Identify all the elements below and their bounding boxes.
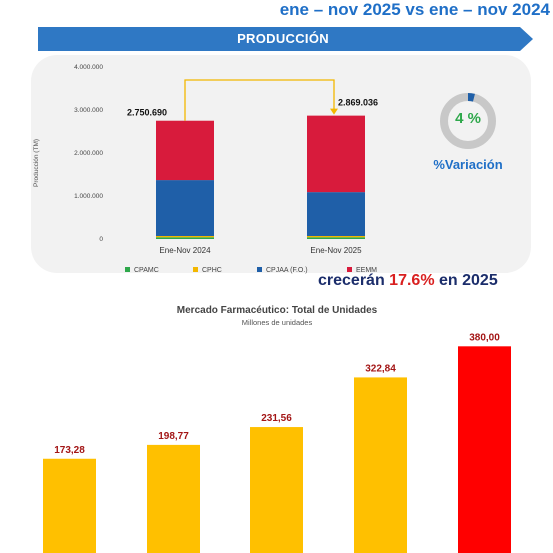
legend-swatch: [193, 267, 198, 272]
x-tick-label: Ene-Nov 2025: [310, 246, 362, 255]
growth-suffix: en 2025: [439, 272, 498, 289]
variation-donut: [440, 93, 496, 149]
chart-title: Mercado Farmacéutico: Total de Unidades: [177, 305, 378, 316]
data-label: 198,77: [158, 431, 189, 442]
y-tick-label: 3.000.000: [74, 107, 103, 114]
growth-percent: 17.6%: [389, 272, 435, 289]
donut-value-arc: [467, 93, 475, 102]
legend-label: EEMM: [356, 267, 377, 274]
bar-segment-eemm: [156, 120, 214, 181]
comparison-arrow-line: [184, 79, 335, 121]
bar-segment-eemm: [307, 115, 365, 193]
bar-segment-cpjaa-f-o-: [307, 192, 365, 236]
bar: [354, 377, 407, 553]
total-label: 2.869.036: [338, 98, 378, 108]
chart-subtitle: Millones de unidades: [242, 318, 313, 327]
legend-label: CPJAA (F.O.): [266, 267, 308, 274]
donut-label: 4 %: [455, 110, 481, 127]
banner-arrow: [38, 27, 533, 51]
data-label: 380,00: [469, 332, 500, 343]
production-panel: [31, 55, 531, 273]
banner-label: PRODUCCIÓN: [237, 31, 329, 46]
bar: [147, 444, 200, 553]
units-chart: Mercado Farmacéutico: Total de Unidades M…: [43, 305, 511, 553]
y-tick-label: 2.000.000: [74, 150, 103, 157]
production-chart: Producción (TM) 0 1.000.000 2.000.000 3.000.…: [33, 64, 378, 274]
total-label: 2.750.690: [127, 108, 167, 118]
y-tick-label: 0: [99, 236, 103, 243]
bar: [43, 458, 96, 553]
data-label: 231,56: [261, 413, 292, 424]
legend-swatch: [347, 267, 352, 272]
comparison-arrow-head: [330, 108, 338, 115]
bar-segment-cphc: [307, 235, 365, 238]
legend-label: CPAMC: [134, 267, 159, 274]
x-tick-label: Ene-Nov 2024: [159, 246, 211, 255]
bar: [250, 427, 303, 553]
legend-swatch: [125, 267, 130, 272]
section-banner: PRODUCCIÓN: [38, 27, 533, 51]
legend-label: CPHC: [202, 267, 222, 274]
y-tick-label: 1.000.000: [74, 193, 103, 200]
growth-prefix: crecerán: [318, 272, 385, 289]
y-tick-label: 4.000.000: [74, 64, 103, 71]
bar: [458, 346, 511, 553]
bar-segment-cphc: [156, 235, 214, 238]
bar-segment-cpjaa-f-o-: [156, 180, 214, 236]
donut-caption: %Variación: [433, 157, 503, 172]
growth-headline: crecerán 17.6% en 2025: [318, 272, 498, 290]
data-label: 173,28: [54, 445, 85, 456]
bar-segment-cpamc: [307, 237, 365, 239]
bar-segment-cpamc: [156, 237, 214, 239]
header-title: ene – nov 2025 vs ene – nov 2024: [279, 0, 550, 19]
data-label: 322,84: [365, 363, 396, 374]
legend-swatch: [257, 267, 262, 272]
y-axis-title: Producción (TM): [33, 139, 40, 187]
